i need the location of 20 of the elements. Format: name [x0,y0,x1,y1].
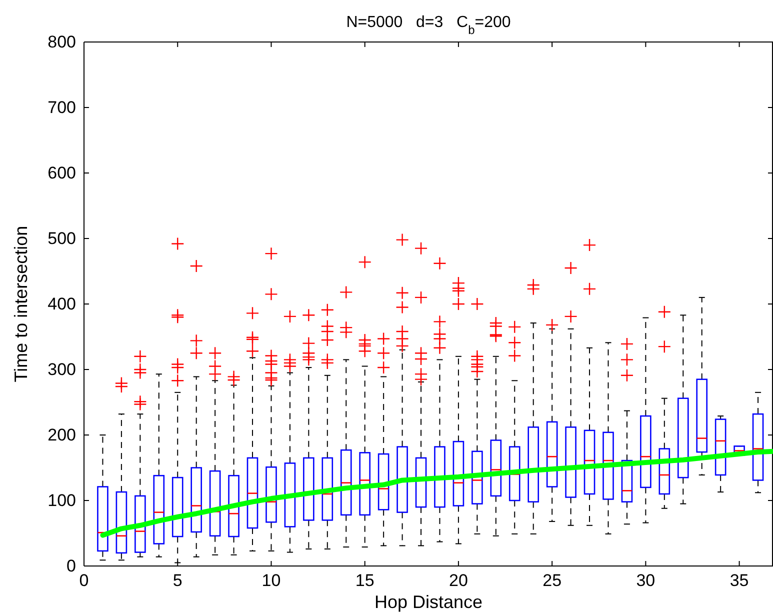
x-tick-label: 30 [636,571,656,590]
y-tick-label: 100 [48,490,76,510]
y-tick-label: 500 [48,228,76,248]
chart-title: N=5000 d=3 C$_{b}$=200 [346,14,511,37]
y-tick-label: 700 [48,98,76,117]
y-tick-label: 600 [48,163,76,182]
x-tick-label: 20 [448,571,468,590]
y-tick-label: 200 [48,425,76,444]
x-tick-label: 25 [542,571,562,590]
y-tick-label: 300 [48,360,76,379]
y-tick-label: 0 [66,556,76,576]
x-axis-title: Hop Distance [374,592,483,612]
x-tick-label: 15 [355,571,374,590]
x-tick-label: 35 [730,571,749,590]
y-tick-label: 400 [48,294,76,314]
x-tick-label: 10 [262,571,281,590]
y-tick-label: 800 [48,32,76,52]
x-tick-label: 0 [79,571,89,590]
x-tick-label: 5 [172,571,182,590]
y-axis-title: Time to intersection [11,226,31,382]
